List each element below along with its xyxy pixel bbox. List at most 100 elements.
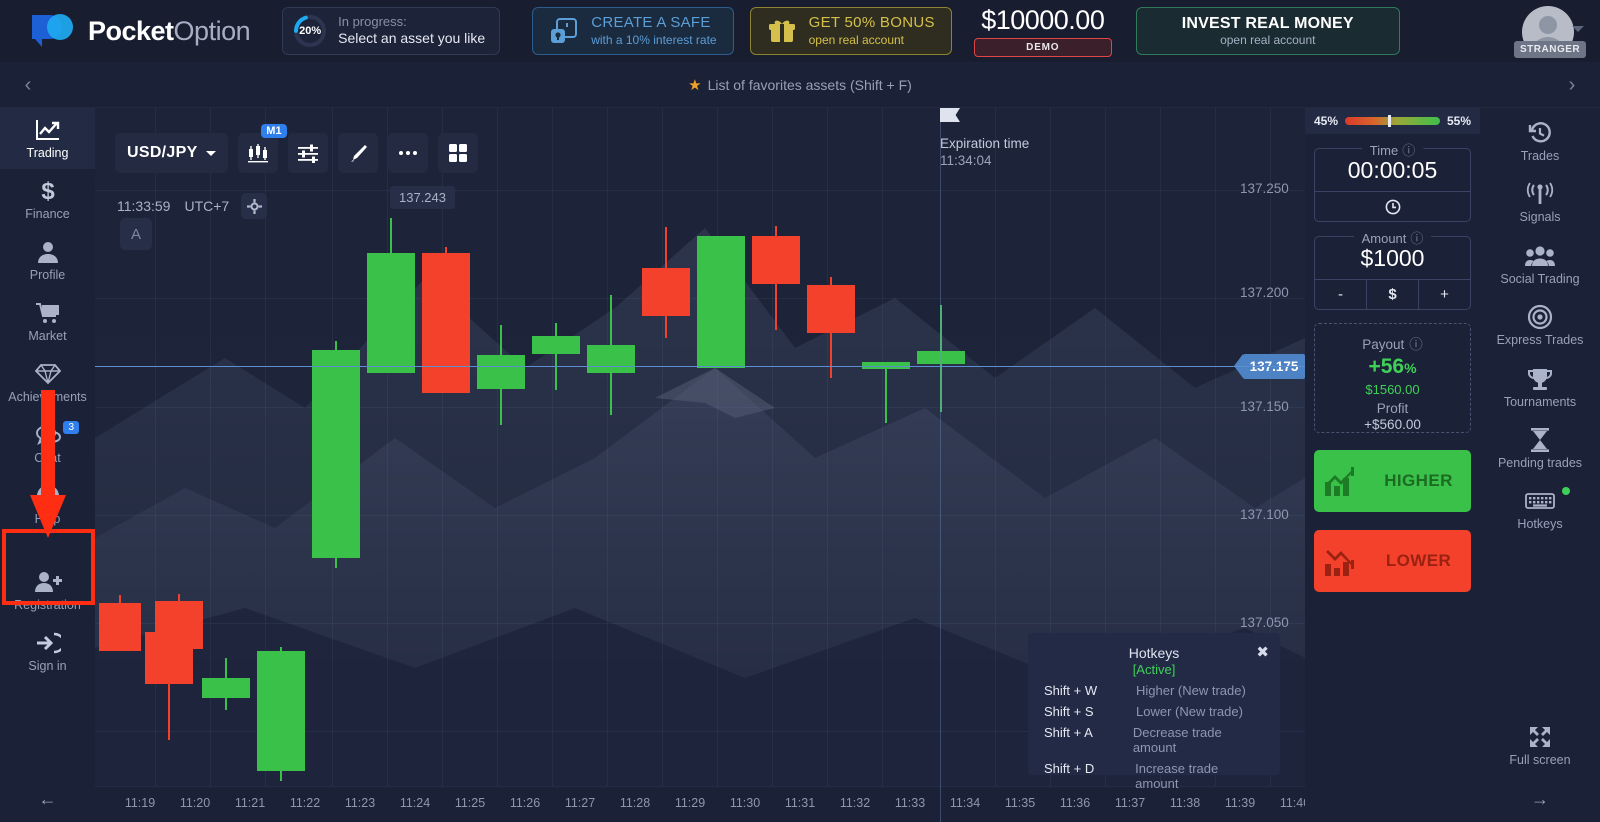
bonus-subtitle: open real account — [808, 32, 905, 47]
sidebar-item-sign-in[interactable]: Sign in — [0, 621, 95, 682]
amount-currency-button[interactable]: $ — [1366, 280, 1418, 309]
keyboard-icon — [1525, 488, 1555, 514]
sliders-icon — [297, 144, 318, 163]
candlestick-icon — [247, 144, 268, 163]
hotkey-row: Shift + D Increase trade amount — [1044, 761, 1264, 791]
time-mode-button[interactable] — [1315, 191, 1470, 221]
x-tick-label: 11:27 — [564, 796, 596, 810]
hotkeys-popup[interactable]: ✖ Hotkeys [Active] Shift + W Higher (New… — [1028, 633, 1280, 791]
sidebar-item-signals[interactable]: Signals — [1480, 172, 1600, 233]
indicators-button[interactable] — [287, 133, 328, 173]
sidebar-item-market[interactable]: Market — [0, 291, 95, 352]
gear-icon[interactable] — [241, 193, 268, 219]
help-icon[interactable]: ⓘ — [1410, 231, 1424, 246]
x-tick-label: 11:39 — [1224, 796, 1256, 810]
hotkey-row: Shift + W Higher (New trade) — [1044, 683, 1264, 698]
payout-label: Payout — [1362, 337, 1405, 352]
x-tick-label: 11:34 — [949, 796, 981, 810]
login-arrow-icon — [35, 630, 61, 656]
sidebar-item-finance[interactable]: $ Finance — [0, 169, 95, 230]
account-menu[interactable]: STRANGER — [1514, 4, 1587, 60]
help-icon[interactable]: ⓘ — [1409, 337, 1423, 352]
hotkey-key: Shift + A — [1044, 725, 1093, 740]
chart-line-icon — [35, 117, 61, 143]
close-icon[interactable]: ✖ — [1256, 644, 1269, 661]
people-icon — [1525, 243, 1555, 269]
ellipsis-icon — [398, 151, 417, 155]
hotkey-row: Shift + S Lower (New trade) — [1044, 704, 1264, 719]
sidebar-label: Profile — [29, 268, 66, 282]
create-a-safe-button[interactable]: CREATE A SAFE with a 10% interest rate — [532, 7, 734, 55]
sidebar-item-trading[interactable]: Trading — [0, 108, 95, 169]
time-value[interactable]: 00:00:05 — [1347, 156, 1438, 183]
hourglass-icon — [1529, 427, 1551, 453]
asset-name: USD/JPY — [127, 144, 198, 161]
gift-icon — [767, 16, 797, 46]
alerts-button[interactable]: A — [120, 218, 152, 250]
fullscreen-button[interactable]: Full screen — [1480, 715, 1600, 776]
sidebar-item-express-trades[interactable]: Express Trades — [1480, 295, 1600, 356]
amount-value[interactable]: $1000 — [1360, 244, 1425, 271]
help-icon[interactable]: ⓘ — [1402, 143, 1416, 158]
sidebar-item-registration[interactable]: Registration — [0, 560, 95, 621]
lower-button[interactable]: LOWER — [1314, 530, 1471, 592]
amount-decrease-button[interactable]: - — [1338, 286, 1343, 303]
right-sidebar-collapse-button[interactable]: → — [1531, 788, 1549, 809]
sidebar-item-social-trading[interactable]: Social Trading — [1480, 234, 1600, 295]
sidebar-collapse-button[interactable]: ← — [38, 788, 57, 809]
chat-badge: 3 — [63, 421, 79, 434]
safe-title: CREATE A SAFE — [591, 14, 711, 32]
sidebar-item-profile[interactable]: Profile — [0, 230, 95, 291]
sidebar-bottom: ← — [0, 776, 95, 822]
invest-real-money-button[interactable]: INVEST REAL MONEY open real account — [1135, 7, 1400, 55]
higher-button[interactable]: HIGHER — [1314, 450, 1471, 512]
hotkey-action: Higher (New trade) — [1136, 683, 1246, 698]
favorites-bar: ‹ ★ List of favorites assets (Shift + F) … — [0, 62, 1600, 108]
time-label: Time — [1369, 143, 1399, 158]
trophy-icon — [1527, 366, 1553, 392]
hotkey-action: Decrease trade amount — [1132, 725, 1222, 755]
expand-icon — [1528, 724, 1552, 750]
progress-line-2: Select an asset you like — [338, 30, 486, 47]
layout-button[interactable] — [437, 133, 478, 173]
progress-line-1: In progress: — [338, 14, 407, 30]
payout-box: Payout ⓘ +56% $1560.00 Profit +$560.00 — [1314, 323, 1471, 433]
arrow-down-bars-icon — [1314, 544, 1366, 578]
brand-logo[interactable]: PocketOption — [30, 13, 251, 49]
amount-increase-button[interactable]: + — [1418, 280, 1470, 309]
sidebar-item-trades[interactable]: Trades — [1480, 108, 1600, 172]
current-price-line — [95, 366, 1305, 367]
diamond-icon — [34, 361, 61, 387]
chart-clock: 11:33:59 — [117, 198, 171, 214]
y-tick-label: 137.050 — [1240, 615, 1289, 630]
x-tick-label: 11:25 — [454, 796, 486, 810]
brand-name-light: Option — [173, 15, 251, 46]
chart-type-button[interactable]: M1 — [237, 124, 287, 173]
brand-name: PocketOption — [88, 15, 251, 47]
price-chart[interactable]: USD/JPY M1 — [95, 108, 1305, 822]
favorites-next-button[interactable]: › — [1568, 73, 1576, 96]
sidebar-item-hotkeys[interactable]: Hotkeys — [1480, 479, 1600, 540]
more-button[interactable] — [387, 133, 428, 173]
asset-selector[interactable]: USD/JPY — [115, 133, 228, 173]
account-balance[interactable]: $10000.00 DEMO — [973, 5, 1112, 57]
safe-subtitle: with a 10% interest rate — [591, 32, 717, 47]
sidebar-label: Trading — [26, 146, 69, 160]
x-tick-label: 11:28 — [619, 796, 651, 810]
hotkeys-title: Hotkeys — [1128, 645, 1180, 661]
x-tick-label: 11:40 — [1279, 796, 1311, 810]
favorites-hint[interactable]: ★ List of favorites assets (Shift + F) — [688, 76, 912, 94]
sidebar-item-pending-trades[interactable]: Pending trades — [1480, 418, 1600, 479]
sidebar-item-tournaments[interactable]: Tournaments — [1480, 357, 1600, 418]
balance-amount: $10000.00 — [981, 5, 1105, 35]
sidebar-label: Tournaments — [1503, 394, 1577, 409]
get-bonus-button[interactable]: GET 50% BONUS open real account — [749, 7, 952, 55]
onboarding-progress-card[interactable]: 20% In progress: Select an asset you lik… — [282, 7, 501, 55]
sentiment-needle — [1387, 115, 1391, 127]
sidebar-label: Express Trades — [1496, 333, 1584, 348]
amount-label: Amount — [1361, 231, 1407, 246]
favorites-prev-button[interactable]: ‹ — [24, 73, 32, 96]
drawing-button[interactable] — [337, 133, 378, 173]
pocket-option-logo-icon — [30, 13, 76, 49]
safe-text: CREATE A SAFE with a 10% interest rate — [591, 14, 716, 48]
